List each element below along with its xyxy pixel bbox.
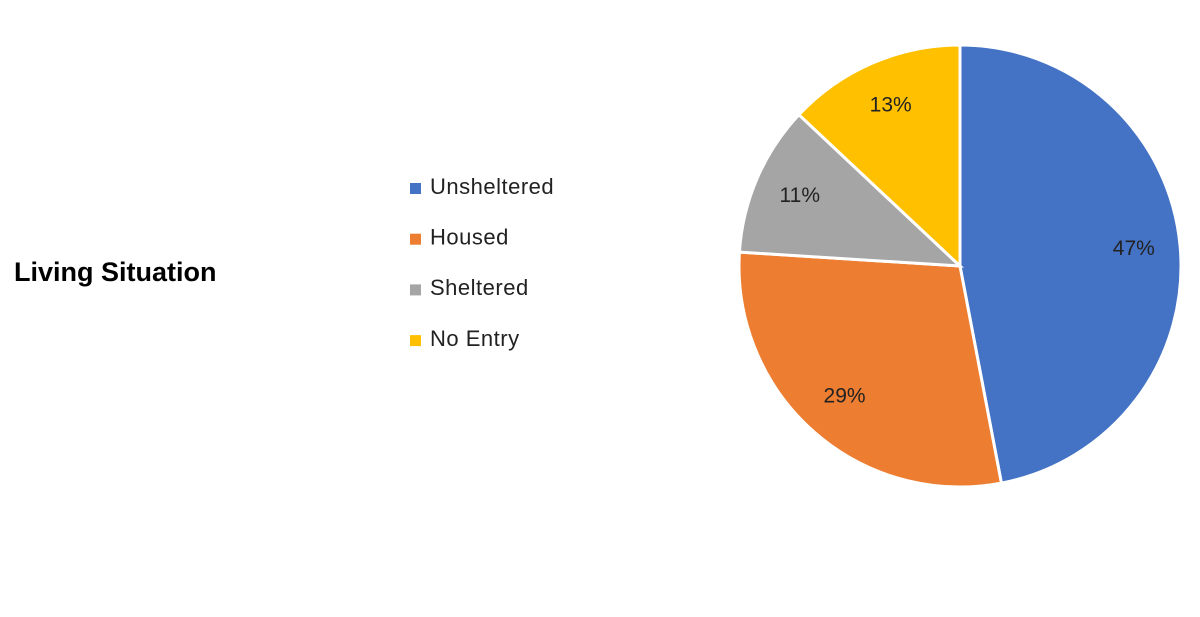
legend-swatch <box>410 284 421 296</box>
chart-title: Living Situation <box>14 257 217 287</box>
data-label: 47% <box>1113 237 1155 260</box>
pie-slice <box>958 43 1183 485</box>
data-label: 13% <box>870 93 912 116</box>
pie-slice <box>737 112 965 268</box>
legend-swatch <box>410 233 421 245</box>
pie-slice <box>737 250 1004 489</box>
pie-slice <box>796 43 962 270</box>
legend-swatch <box>410 335 421 347</box>
legend-label: Sheltered <box>430 275 529 300</box>
legend-swatch <box>410 183 421 194</box>
data-label: 11% <box>780 184 820 207</box>
data-label: 29% <box>824 385 866 408</box>
legend-label: Unsheltered <box>430 174 554 199</box>
legend-label: Housed <box>430 225 509 250</box>
legend-label: No Entry <box>430 326 520 351</box>
